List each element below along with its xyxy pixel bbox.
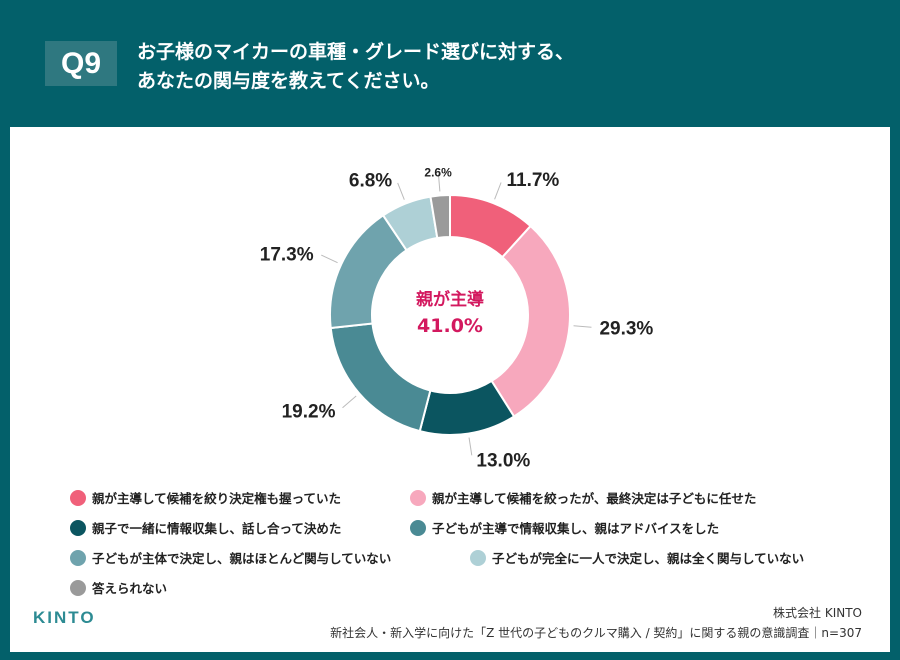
kinto-logo: KINTO [33, 608, 96, 627]
legend-label: 子どもが主体で決定し、親はほとんど関与していない [92, 551, 392, 566]
legend-label: 親が主導して候補を絞り決定権も握っていた [92, 491, 342, 506]
leader-line [494, 182, 502, 200]
data-label: 17.3% [260, 244, 314, 265]
leader-line [342, 395, 357, 409]
survey-source: 新社会人・新入学に向けた「Z 世代の子どものクルマ購入 / 契約」に関する親の意… [330, 626, 862, 640]
leader-line [437, 173, 441, 192]
legend-swatch [70, 489, 86, 506]
legend-label: 子どもが完全に一人で決定し、親は全く関与していない [492, 551, 805, 566]
company-name: 株式会社 KINTO [773, 606, 862, 620]
legend-label: 親が主導して候補を絞ったが、最終決定は子どもに任せた [432, 491, 757, 506]
title-line-1: お子様のマイカーの車種・グレード選びに対する、 [137, 41, 575, 63]
legend-swatch [70, 579, 86, 596]
data-label: 6.8% [349, 170, 392, 191]
donut-slice [490, 224, 571, 418]
legend-swatch [470, 549, 486, 566]
data-label: 2.6% [424, 165, 452, 179]
legend-item: 答えられない [70, 578, 167, 597]
data-label: 13.0% [476, 450, 530, 471]
legend-swatch [70, 549, 86, 566]
donut-slice [429, 193, 451, 240]
legend-item: 子どもが完全に一人で決定し、親は全く関与していない [470, 548, 804, 567]
legend-label: 子どもが主導で情報収集し、親はアドバイスをした [432, 521, 720, 536]
legend-swatch [410, 519, 426, 536]
legend-item: 子どもが主導で情報収集し、親はアドバイスをした [410, 518, 719, 537]
leader-line [573, 325, 592, 328]
title-line-2: あなたの関与度を教えてください。 [137, 70, 440, 92]
data-label: 29.3% [599, 319, 653, 340]
legend-item: 親子で一緒に情報収集し、話し合って決めた [70, 518, 341, 537]
legend-item: 親が主導して候補を絞ったが、最終決定は子どもに任せた [410, 488, 756, 507]
data-label: 19.2% [282, 401, 336, 422]
legend-item: 親が主導して候補を絞り決定権も握っていた [70, 488, 341, 507]
donut-slice [329, 322, 432, 433]
leader-line [321, 254, 338, 264]
page-title: お子様のマイカーの車種・グレード選びに対する、 あなたの関与度を教えてください。 [137, 38, 574, 96]
question-badge: Q9 [45, 41, 117, 86]
legend-label: 親子で一緒に情報収集し、話し合って決めた [92, 521, 342, 536]
data-label: 11.7% [507, 170, 560, 191]
leader-line [397, 182, 405, 200]
center-label: 親が主導 [416, 289, 484, 310]
legend-label: 答えられない [92, 581, 168, 596]
leader-line [468, 437, 473, 456]
legend-item: 子どもが主体で決定し、親はほとんど関与していない [70, 548, 391, 567]
center-label: 41.0% [417, 315, 483, 337]
legend-swatch [410, 489, 426, 506]
legend-swatch [70, 519, 86, 536]
